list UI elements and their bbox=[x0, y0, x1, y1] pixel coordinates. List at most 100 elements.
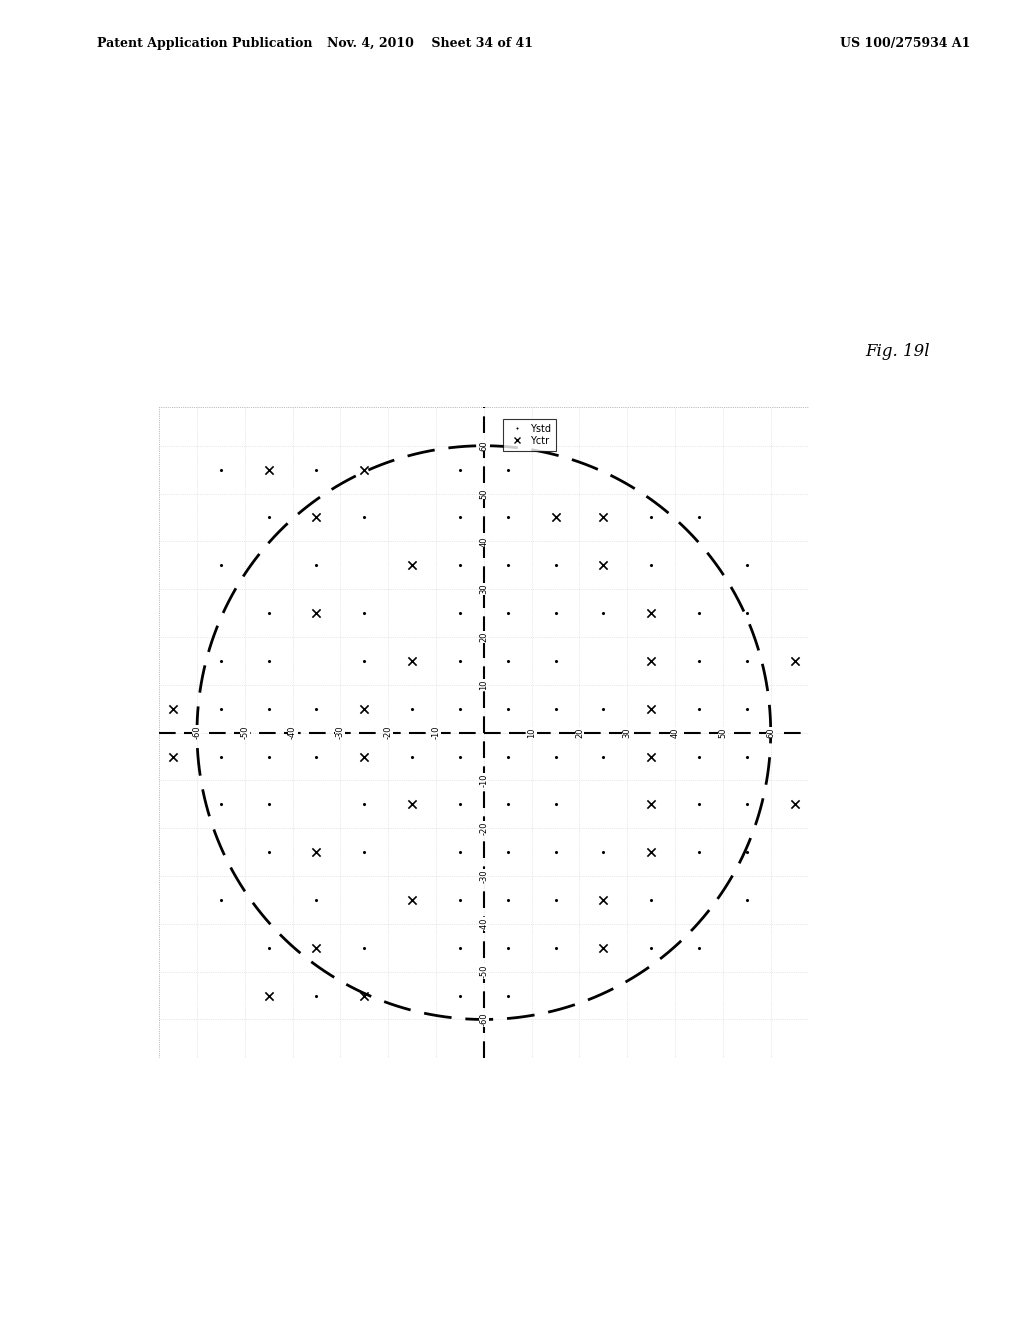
Point bbox=[548, 602, 564, 623]
Point bbox=[691, 507, 708, 528]
Point bbox=[643, 890, 659, 911]
Point bbox=[500, 602, 516, 623]
Point bbox=[403, 890, 420, 911]
Point bbox=[260, 937, 276, 958]
Point bbox=[165, 746, 181, 767]
Point bbox=[595, 890, 611, 911]
Point bbox=[452, 842, 468, 863]
Point bbox=[595, 698, 611, 719]
Point bbox=[738, 651, 755, 672]
Text: -50: -50 bbox=[241, 726, 249, 739]
Point bbox=[452, 890, 468, 911]
Text: 40: 40 bbox=[671, 727, 680, 738]
Text: Patent Application Publication: Patent Application Publication bbox=[97, 37, 312, 50]
Point bbox=[213, 651, 229, 672]
Point bbox=[643, 842, 659, 863]
Text: US 100/275934 A1: US 100/275934 A1 bbox=[840, 37, 970, 50]
Point bbox=[691, 937, 708, 958]
Point bbox=[738, 602, 755, 623]
Point bbox=[643, 746, 659, 767]
Point bbox=[260, 651, 276, 672]
Text: 50: 50 bbox=[719, 727, 727, 738]
Point bbox=[738, 842, 755, 863]
Point bbox=[260, 698, 276, 719]
Point bbox=[403, 746, 420, 767]
Point bbox=[500, 842, 516, 863]
Point bbox=[691, 746, 708, 767]
Point bbox=[356, 698, 373, 719]
Point bbox=[548, 746, 564, 767]
Text: -10: -10 bbox=[479, 774, 488, 787]
Point bbox=[643, 651, 659, 672]
Point bbox=[738, 746, 755, 767]
Text: Fig. 19l: Fig. 19l bbox=[865, 343, 930, 360]
Point bbox=[548, 507, 564, 528]
Point bbox=[260, 459, 276, 480]
Text: Nov. 4, 2010    Sheet 34 of 41: Nov. 4, 2010 Sheet 34 of 41 bbox=[327, 37, 534, 50]
Point bbox=[500, 793, 516, 814]
Point bbox=[643, 698, 659, 719]
Point bbox=[403, 554, 420, 576]
Point bbox=[308, 602, 325, 623]
Point bbox=[308, 459, 325, 480]
Point bbox=[548, 651, 564, 672]
Point bbox=[595, 842, 611, 863]
Point bbox=[165, 698, 181, 719]
Point bbox=[500, 698, 516, 719]
Point bbox=[308, 554, 325, 576]
Point bbox=[356, 602, 373, 623]
Point bbox=[786, 651, 803, 672]
Point bbox=[500, 651, 516, 672]
Point bbox=[260, 985, 276, 1006]
Point bbox=[738, 698, 755, 719]
Text: 10: 10 bbox=[479, 680, 488, 690]
Point bbox=[548, 937, 564, 958]
Point bbox=[548, 842, 564, 863]
Text: -20: -20 bbox=[384, 726, 393, 739]
Point bbox=[595, 746, 611, 767]
Text: 30: 30 bbox=[623, 727, 632, 738]
Point bbox=[260, 793, 276, 814]
Text: -40: -40 bbox=[479, 917, 488, 931]
Point bbox=[452, 698, 468, 719]
Point bbox=[213, 793, 229, 814]
Point bbox=[595, 602, 611, 623]
Text: 60: 60 bbox=[479, 441, 488, 451]
Point bbox=[643, 507, 659, 528]
Point bbox=[548, 890, 564, 911]
Point bbox=[500, 937, 516, 958]
Point bbox=[691, 651, 708, 672]
Legend: Ystd, Yctr: Ystd, Yctr bbox=[503, 418, 556, 450]
Point bbox=[308, 937, 325, 958]
Point bbox=[548, 698, 564, 719]
Point bbox=[213, 746, 229, 767]
Point bbox=[308, 842, 325, 863]
Point bbox=[452, 459, 468, 480]
Point bbox=[452, 746, 468, 767]
Point bbox=[308, 698, 325, 719]
Point bbox=[643, 554, 659, 576]
Point bbox=[452, 602, 468, 623]
Point bbox=[403, 890, 420, 911]
Point bbox=[260, 746, 276, 767]
Point bbox=[452, 554, 468, 576]
Text: -40: -40 bbox=[288, 726, 297, 739]
Point bbox=[738, 554, 755, 576]
Point bbox=[356, 793, 373, 814]
Point bbox=[356, 459, 373, 480]
Point bbox=[595, 937, 611, 958]
Point bbox=[213, 554, 229, 576]
Point bbox=[213, 890, 229, 911]
Point bbox=[738, 890, 755, 911]
Text: -20: -20 bbox=[479, 821, 488, 836]
Point bbox=[643, 937, 659, 958]
Point bbox=[452, 651, 468, 672]
Point bbox=[500, 746, 516, 767]
Point bbox=[308, 890, 325, 911]
Text: -30: -30 bbox=[479, 870, 488, 883]
Point bbox=[500, 890, 516, 911]
Point bbox=[595, 507, 611, 528]
Point bbox=[260, 602, 276, 623]
Point bbox=[403, 651, 420, 672]
Point bbox=[548, 507, 564, 528]
